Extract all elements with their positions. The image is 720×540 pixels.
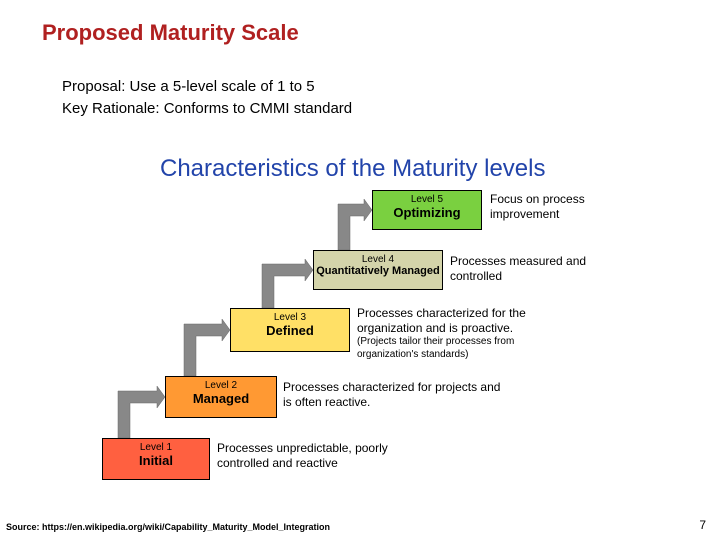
level-box-2: Level 2Managed	[165, 376, 277, 418]
level-label: Level 1	[103, 442, 209, 453]
slide-title: Proposed Maturity Scale	[42, 20, 299, 46]
level-description-4: Processes measured and controlled	[450, 254, 620, 284]
step-arrow-icon	[338, 199, 372, 250]
step-arrow-icon	[262, 259, 313, 308]
level-box-1: Level 1Initial	[102, 438, 210, 480]
source-citation: Source: https://en.wikipedia.org/wiki/Ca…	[6, 522, 330, 532]
rationale-text: Key Rationale: Conforms to CMMI standard	[62, 100, 352, 117]
step-arrow-icon	[184, 319, 230, 376]
level-desc-main: Focus on process improvement	[490, 192, 650, 222]
level-name: Initial	[103, 453, 209, 468]
level-desc-main: Processes characterized for projects and…	[283, 380, 503, 410]
level-description-1: Processes unpredictable, poorly controll…	[217, 441, 427, 471]
level-desc-main: Processes measured and controlled	[450, 254, 620, 284]
level-label: Level 3	[231, 312, 349, 323]
level-desc-main: Processes characterized for the organiza…	[357, 306, 577, 336]
level-description-5: Focus on process improvement	[490, 192, 650, 222]
proposal-text: Proposal: Use a 5-level scale of 1 to 5	[62, 78, 315, 95]
level-label: Level 4	[314, 254, 442, 265]
level-box-4: Level 4Quantitatively Managed	[313, 250, 443, 290]
level-description-3: Processes characterized for the organiza…	[357, 306, 577, 361]
maturity-staircase-diagram: Level 5Optimizing Focus on process improv…	[70, 188, 650, 498]
level-desc-main: Processes unpredictable, poorly controll…	[217, 441, 427, 471]
level-description-2: Processes characterized for projects and…	[283, 380, 503, 410]
level-name: Managed	[166, 391, 276, 406]
chart-title: Characteristics of the Maturity levels	[160, 155, 545, 183]
level-desc-sub: (Projects tailor their processes from or…	[357, 336, 577, 361]
level-label: Level 5	[373, 194, 481, 205]
level-box-5: Level 5Optimizing	[372, 190, 482, 230]
level-box-3: Level 3Defined	[230, 308, 350, 352]
level-name: Optimizing	[373, 205, 481, 220]
level-name: Defined	[231, 323, 349, 338]
level-label: Level 2	[166, 380, 276, 391]
level-name: Quantitatively Managed	[314, 265, 442, 277]
page-number: 7	[699, 518, 706, 532]
step-arrow-icon	[118, 386, 165, 438]
